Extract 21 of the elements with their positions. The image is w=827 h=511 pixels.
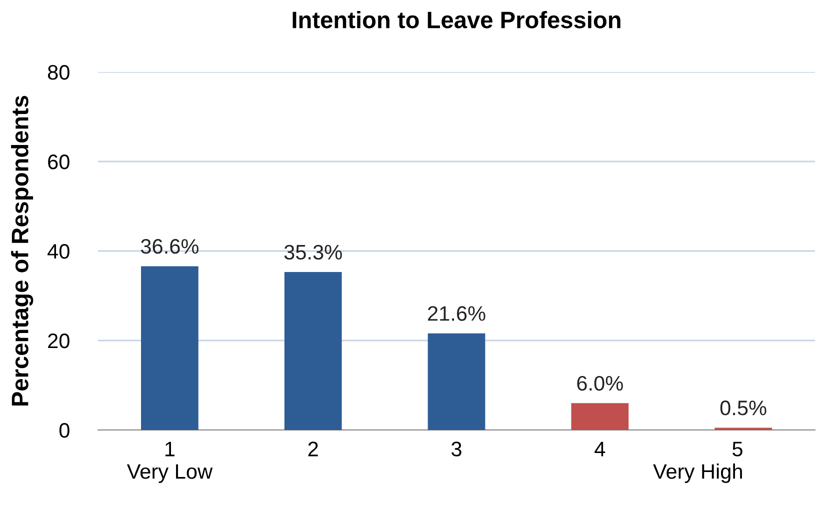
bar [428,333,486,430]
y-tick-label: 0 [59,423,70,438]
data-label: 0.5% [720,400,766,416]
bar [141,266,198,430]
data-label: 21.6% [428,306,486,321]
data-label: 6.0% [577,376,623,391]
y-tick-label: 80 [48,65,70,80]
x-tick-label: 3 [452,442,462,456]
x-tick-label: 4 [594,442,606,456]
chart-title: Intention to Leave Profession [292,10,620,28]
y-tick-label: 60 [48,154,70,170]
y-tick-label: 40 [48,244,70,259]
bar [284,272,342,430]
bar [571,403,629,430]
data-label: 35.3% [284,244,342,260]
x-tick-label: 1 Very Low [126,442,213,483]
y-axis-title: Percentage of Respondents [11,96,34,406]
y-tick-label: 20 [48,334,70,348]
x-tick-label: 5 Very High [653,442,742,483]
data-label: 36.6% [140,239,198,254]
x-tick-label: 2 [308,442,318,456]
